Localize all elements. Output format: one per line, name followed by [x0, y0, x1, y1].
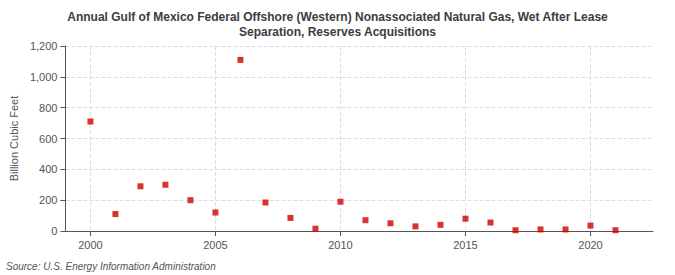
svg-text:2000: 2000 [78, 239, 102, 251]
svg-text:2020: 2020 [578, 239, 602, 251]
svg-text:2015: 2015 [453, 239, 477, 251]
svg-text:Separation, Reserves Acquisiti: Separation, Reserves Acquisitions [239, 25, 436, 39]
svg-text:800: 800 [39, 102, 57, 114]
svg-text:2010: 2010 [328, 239, 352, 251]
svg-text:0: 0 [51, 225, 57, 237]
svg-text:2005: 2005 [203, 239, 227, 251]
svg-text:1,200: 1,200 [30, 40, 58, 52]
svg-text:1,000: 1,000 [30, 71, 58, 83]
svg-text:Annual Gulf of Mexico Federal: Annual Gulf of Mexico Federal Offshore (… [67, 10, 608, 24]
svg-text:Billion Cubic Feet: Billion Cubic Feet [8, 96, 20, 182]
svg-text:Source: U.S. Energy Informatio: Source: U.S. Energy Information Administ… [6, 261, 216, 272]
svg-text:400: 400 [39, 163, 57, 175]
svg-text:200: 200 [39, 194, 57, 206]
svg-text:600: 600 [39, 133, 57, 145]
